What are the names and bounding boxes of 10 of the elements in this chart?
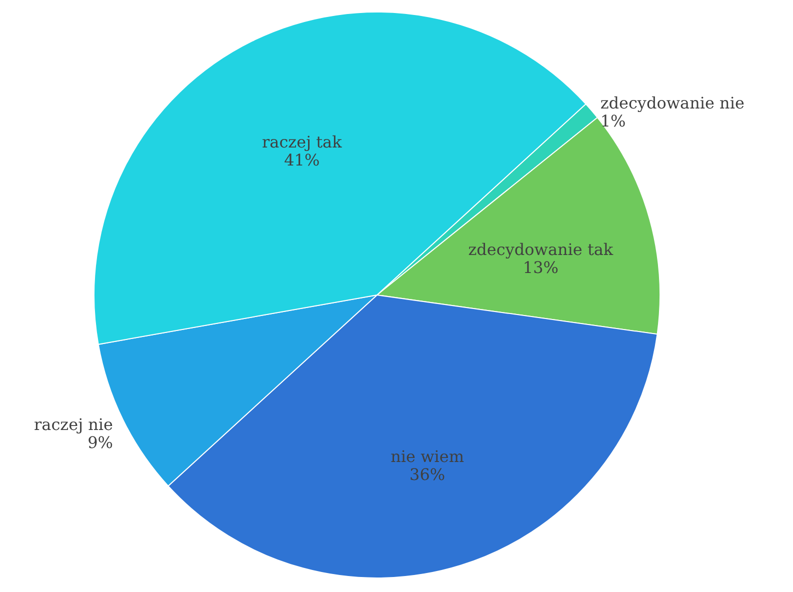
slice-label: raczej tak (262, 132, 342, 152)
slice-label: nie wiem (390, 447, 464, 466)
slice-label: raczej nie (34, 415, 114, 434)
data-label: 13% (522, 258, 558, 277)
data-label: 9% (88, 433, 114, 452)
data-label: 1% (600, 111, 626, 130)
slice-label: zdecydowanie nie (600, 93, 744, 112)
slice-label: zdecydowanie tak (468, 240, 614, 259)
data-label: 41% (284, 150, 320, 170)
data-label: 36% (410, 465, 446, 484)
